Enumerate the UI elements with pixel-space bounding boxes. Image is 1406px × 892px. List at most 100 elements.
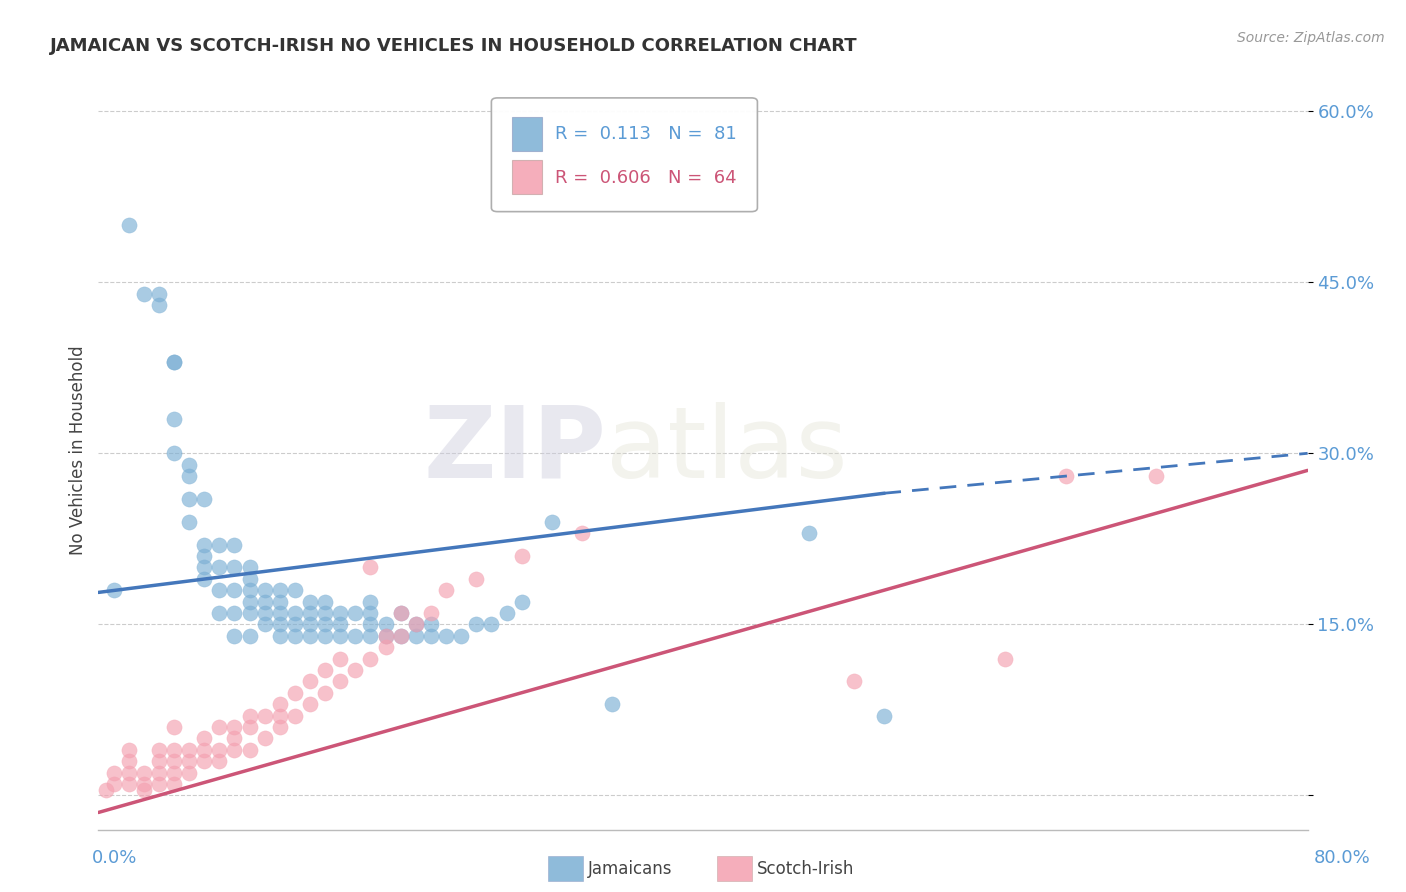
Point xyxy=(360,606,382,620)
Point xyxy=(360,617,382,632)
Point xyxy=(510,549,533,563)
Point xyxy=(239,743,262,757)
Point xyxy=(253,731,276,746)
Point xyxy=(420,629,443,643)
Point xyxy=(163,355,186,369)
Point xyxy=(239,583,262,598)
Point xyxy=(844,674,866,689)
Y-axis label: No Vehicles in Household: No Vehicles in Household xyxy=(69,345,87,556)
Point xyxy=(465,572,488,586)
Point xyxy=(148,777,170,791)
Point xyxy=(314,617,336,632)
Point xyxy=(239,594,262,608)
Point xyxy=(374,629,396,643)
Point xyxy=(329,651,352,665)
Text: atlas: atlas xyxy=(606,402,848,499)
Point xyxy=(269,594,291,608)
Point xyxy=(299,594,322,608)
Point xyxy=(284,606,307,620)
Point xyxy=(103,777,125,791)
Point xyxy=(148,286,170,301)
Point xyxy=(148,765,170,780)
Point xyxy=(994,651,1017,665)
Point xyxy=(224,583,246,598)
Point xyxy=(148,743,170,757)
Point xyxy=(269,606,291,620)
Point xyxy=(1144,469,1167,483)
Text: R =  0.113   N =  81: R = 0.113 N = 81 xyxy=(555,125,737,144)
Point xyxy=(253,594,276,608)
Point xyxy=(148,754,170,768)
Point xyxy=(118,777,141,791)
Point xyxy=(389,606,412,620)
Point xyxy=(163,765,186,780)
Point xyxy=(163,412,186,426)
Point xyxy=(360,594,382,608)
Point xyxy=(179,491,201,506)
Point xyxy=(269,708,291,723)
Point xyxy=(405,617,427,632)
Point xyxy=(208,754,231,768)
Point xyxy=(224,743,246,757)
Point xyxy=(269,697,291,711)
Point xyxy=(329,674,352,689)
Point xyxy=(434,583,457,598)
Point xyxy=(374,640,396,654)
Point xyxy=(329,629,352,643)
Point xyxy=(132,782,155,797)
Point xyxy=(132,765,155,780)
Point xyxy=(163,720,186,734)
Point xyxy=(118,765,141,780)
Point xyxy=(329,606,352,620)
Point xyxy=(314,594,336,608)
Point xyxy=(103,583,125,598)
Point xyxy=(224,629,246,643)
Point xyxy=(269,720,291,734)
Point xyxy=(163,446,186,460)
Point xyxy=(253,583,276,598)
Text: R =  0.606   N =  64: R = 0.606 N = 64 xyxy=(555,169,737,186)
Point xyxy=(239,606,262,620)
Point xyxy=(193,549,215,563)
Point xyxy=(193,743,215,757)
Point xyxy=(253,708,276,723)
Point xyxy=(389,629,412,643)
Point xyxy=(208,743,231,757)
Point xyxy=(208,583,231,598)
Point xyxy=(179,458,201,472)
Point xyxy=(193,491,215,506)
Point xyxy=(253,617,276,632)
Text: Jamaicans: Jamaicans xyxy=(588,860,672,878)
Point xyxy=(163,743,186,757)
Point xyxy=(344,606,367,620)
Point xyxy=(465,617,488,632)
Point xyxy=(103,765,125,780)
Point xyxy=(163,754,186,768)
Text: 80.0%: 80.0% xyxy=(1315,849,1371,867)
Point xyxy=(314,629,336,643)
Point xyxy=(118,754,141,768)
Text: Source: ZipAtlas.com: Source: ZipAtlas.com xyxy=(1237,31,1385,45)
Point xyxy=(193,560,215,574)
Point xyxy=(389,606,412,620)
Point xyxy=(299,674,322,689)
Point xyxy=(239,560,262,574)
Point xyxy=(495,606,517,620)
Point xyxy=(224,606,246,620)
Point xyxy=(405,629,427,643)
Point xyxy=(540,515,562,529)
Point xyxy=(481,617,503,632)
Point xyxy=(797,526,820,541)
Point xyxy=(94,782,117,797)
Point xyxy=(314,663,336,677)
Point xyxy=(284,686,307,700)
Point xyxy=(239,708,262,723)
Point xyxy=(179,469,201,483)
Point xyxy=(571,526,593,541)
Point xyxy=(224,731,246,746)
Point xyxy=(360,560,382,574)
Point xyxy=(179,754,201,768)
Point xyxy=(179,765,201,780)
Point xyxy=(314,686,336,700)
Point xyxy=(360,651,382,665)
